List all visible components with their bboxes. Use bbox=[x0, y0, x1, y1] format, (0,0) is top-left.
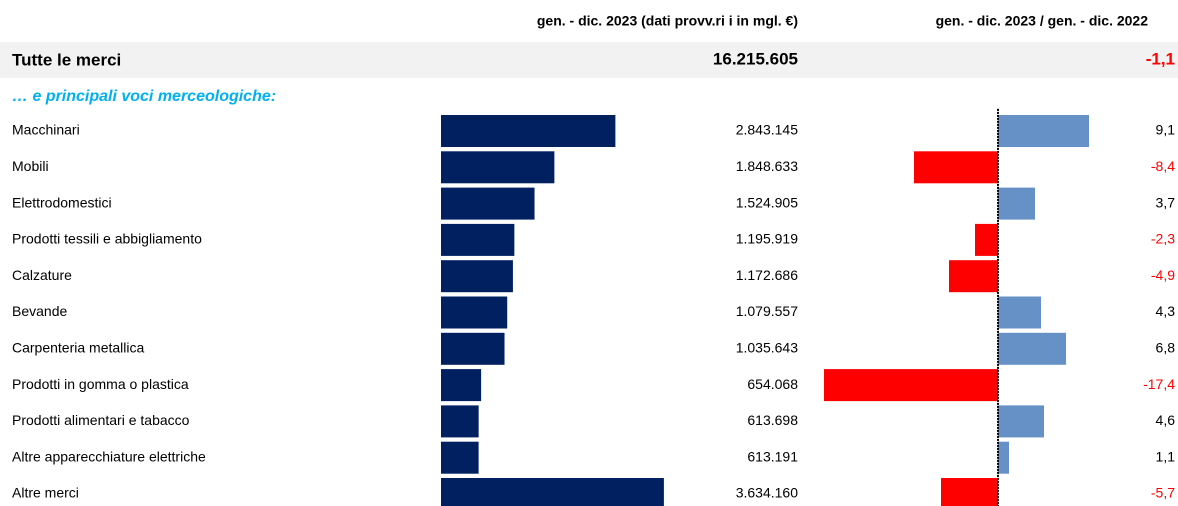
value-label: 1.524.905 bbox=[736, 194, 798, 210]
change-label: 9,1 bbox=[1156, 122, 1176, 138]
total-label: Tutte le merci bbox=[12, 50, 121, 69]
bar bbox=[441, 296, 508, 329]
total-change: -1,1 bbox=[1146, 49, 1175, 68]
row-label: Carpenteria metallica bbox=[12, 340, 144, 356]
bar bbox=[441, 115, 616, 147]
bar bbox=[441, 187, 535, 220]
value-label: 1.035.643 bbox=[736, 340, 798, 356]
change-label: -2,3 bbox=[1151, 231, 1175, 247]
value-label: 1.848.633 bbox=[736, 158, 798, 174]
value-label: 3.634.160 bbox=[736, 485, 798, 501]
row-label: Altre merci bbox=[12, 485, 79, 501]
change-bar bbox=[949, 260, 998, 293]
change-bar bbox=[998, 332, 1066, 365]
change-bar bbox=[914, 151, 998, 184]
row-label: Prodotti alimentari e tabacco bbox=[12, 412, 190, 428]
bar bbox=[441, 478, 664, 506]
value-label: 1.079.557 bbox=[736, 303, 798, 319]
row-label: Elettrodomestici bbox=[12, 194, 112, 210]
total-row-bg bbox=[0, 42, 1178, 78]
total-value: 16.215.605 bbox=[713, 49, 798, 68]
change-bar bbox=[998, 296, 1041, 329]
column-title: gen. - dic. 2023 / gen. - dic. 2022 bbox=[936, 13, 1149, 29]
value-label: 613.698 bbox=[747, 412, 798, 428]
change-label: 4,6 bbox=[1156, 412, 1176, 428]
change-bar bbox=[941, 478, 998, 506]
value-label: 1.172.686 bbox=[736, 267, 798, 283]
change-label: -17,4 bbox=[1143, 376, 1175, 392]
value-label: 2.843.145 bbox=[736, 122, 798, 138]
change-label: 3,7 bbox=[1156, 194, 1176, 210]
bar bbox=[441, 260, 513, 293]
bar bbox=[441, 332, 505, 365]
change-bar bbox=[975, 223, 998, 256]
change-label: -4,9 bbox=[1151, 267, 1175, 283]
change-label: 1,1 bbox=[1156, 448, 1176, 464]
row-label: Mobili bbox=[12, 158, 49, 174]
bar bbox=[441, 441, 479, 474]
change-label: -5,7 bbox=[1151, 485, 1175, 501]
column-title: gen. - dic. 2023 (dati provv.ri i in mgl… bbox=[537, 13, 798, 29]
row-label: Altre apparecchiature elettriche bbox=[12, 448, 206, 464]
value-label: 1.195.919 bbox=[736, 231, 798, 247]
bar bbox=[441, 151, 555, 184]
change-bar bbox=[998, 115, 1089, 147]
value-label: 613.191 bbox=[747, 448, 798, 464]
change-label: 6,8 bbox=[1156, 340, 1176, 356]
row-label: Prodotti tessili e abbigliamento bbox=[12, 231, 202, 247]
row-label: Bevande bbox=[12, 303, 67, 319]
change-bar bbox=[824, 369, 998, 402]
change-label: -8,4 bbox=[1151, 158, 1175, 174]
bar bbox=[441, 369, 482, 402]
change-bar bbox=[998, 187, 1035, 220]
row-label: Macchinari bbox=[12, 122, 80, 138]
change-label: 4,3 bbox=[1156, 303, 1176, 319]
change-bar bbox=[998, 405, 1044, 438]
change-bar bbox=[998, 441, 1009, 474]
row-label: Calzature bbox=[12, 267, 72, 283]
bar bbox=[441, 405, 479, 438]
row-label: Prodotti in gomma o plastica bbox=[12, 376, 189, 392]
subtitle: … e principali voci merceologiche: bbox=[12, 88, 276, 105]
bar bbox=[441, 223, 515, 256]
value-label: 654.068 bbox=[747, 376, 798, 392]
